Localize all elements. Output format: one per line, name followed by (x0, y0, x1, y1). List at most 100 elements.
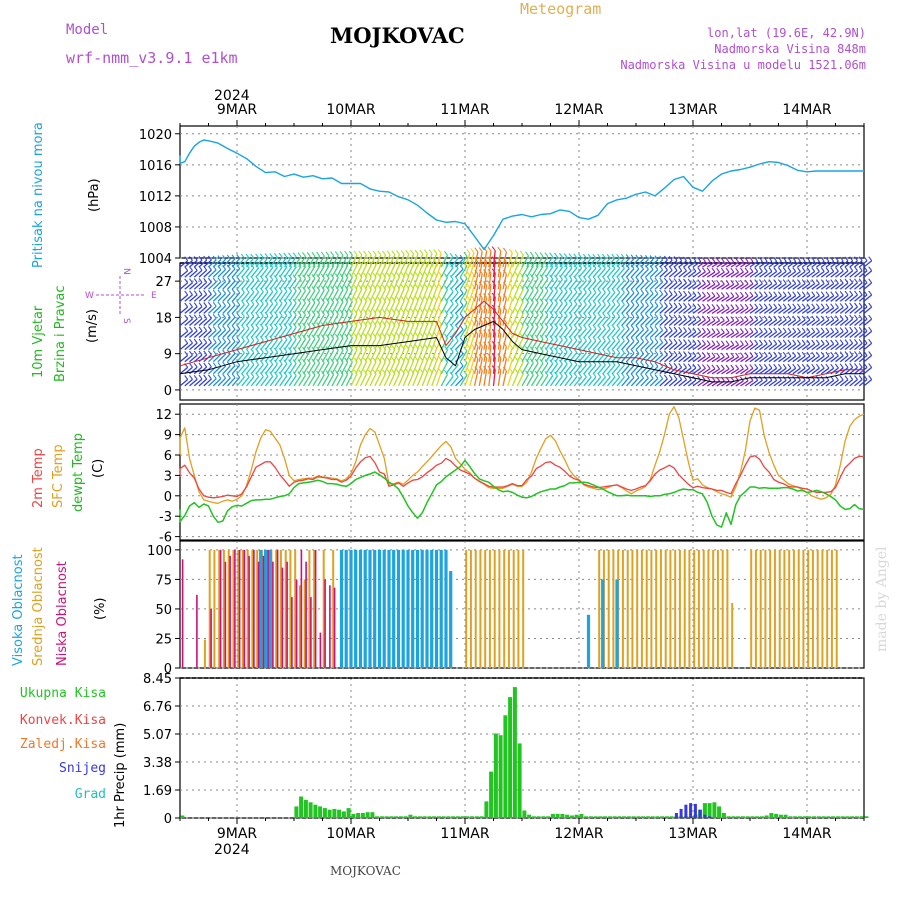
wind-barb (621, 340, 630, 351)
precip-bar (612, 816, 617, 818)
wind-barb (340, 277, 349, 290)
wind-barb (260, 303, 269, 314)
wind-barb-flag (514, 249, 519, 255)
wind-barb-flag (611, 253, 616, 259)
wind-barb-flag (834, 266, 839, 272)
wind-barb-flag (854, 290, 858, 296)
wind-barb (526, 265, 534, 278)
wind-barb (830, 331, 839, 339)
wind-barb (455, 304, 464, 314)
wind-barb (412, 300, 419, 314)
cloud-bar (702, 549, 705, 668)
wind-barb (602, 376, 611, 387)
wind-barb (488, 297, 492, 314)
wind-barb (839, 342, 849, 351)
wind-barb (293, 363, 302, 375)
wind-barb (383, 325, 391, 338)
precip-bar (607, 816, 612, 818)
wind-barb (678, 270, 687, 278)
temperature-ytick-label: 12 (155, 408, 172, 423)
wind-barb (464, 347, 471, 362)
wind-barb (283, 290, 293, 302)
wind-barb (488, 357, 492, 374)
wind-barb-flag (673, 362, 678, 368)
wind-barb-flag (716, 328, 721, 334)
wind-barb (744, 261, 754, 268)
wind-barb-flag (189, 362, 193, 368)
wind-barb (621, 268, 630, 278)
wind-barb-flag (801, 257, 806, 262)
wind-barb (768, 283, 778, 290)
wind-barb-flag (815, 363, 820, 369)
wind-barb (511, 348, 519, 362)
wind-barb (664, 330, 673, 338)
wind-barb (488, 250, 492, 268)
wind-barb (488, 369, 492, 386)
wind-barb (521, 265, 530, 278)
wind-barb (863, 270, 873, 278)
wind-barb (730, 295, 739, 302)
wind-barb (654, 317, 664, 326)
wind-barb-flag (217, 289, 222, 295)
wind-barb-flag (423, 368, 428, 373)
wind-barb-flag (820, 279, 825, 284)
wind-barb (193, 281, 203, 290)
wind-barb (269, 339, 278, 350)
wind-barb (787, 295, 797, 302)
wind-barb (597, 352, 606, 363)
cloud-bar (276, 549, 279, 668)
wind-barb-flag (640, 313, 645, 318)
wind-barb-flag (678, 351, 683, 356)
wind-barb-flag (212, 362, 217, 368)
wind-barb-flag (683, 339, 687, 344)
wind-barb (350, 313, 358, 326)
wind-barb-flag (644, 349, 649, 355)
wind-barb-flag (839, 266, 844, 272)
wind-barb (260, 351, 269, 363)
wind-barb (189, 294, 198, 302)
wind-barb-flag (749, 339, 754, 345)
wind-barb-flag (212, 289, 217, 295)
wind-barb (208, 378, 217, 387)
wind-barb-flag (768, 351, 773, 357)
wind-barb (602, 267, 611, 278)
wind-barb (312, 374, 321, 387)
wind-barb (564, 339, 573, 350)
wind-barb (227, 340, 236, 351)
wind-barb-flag (207, 338, 212, 343)
wind-barb (773, 343, 782, 351)
wind-barb (274, 303, 283, 314)
wind-barb-flag (787, 279, 792, 284)
wind-barb (640, 317, 649, 326)
wind-barb-flag (558, 287, 563, 292)
wind-barb (787, 355, 797, 363)
wind-barb (768, 355, 778, 363)
wind-barb (607, 267, 616, 278)
wind-barb (502, 286, 508, 302)
wind-barb (502, 310, 508, 326)
wind-barb (203, 259, 212, 268)
wind-barb-flag (711, 316, 716, 321)
wind-barb (283, 302, 293, 314)
top-day-label: 12MAR (554, 102, 603, 118)
wind-barb (578, 316, 587, 326)
wind-barb (350, 301, 358, 314)
wind-barb (488, 321, 492, 338)
wind-barb (511, 300, 519, 314)
wind-barb-flag (739, 328, 744, 333)
wind-barb (559, 315, 568, 326)
precip-bar (470, 816, 475, 818)
wind-barb (416, 372, 424, 387)
cloud-bar (636, 549, 639, 668)
wind-barb (559, 351, 568, 363)
wind-barb (374, 313, 382, 326)
wind-barb-flag (763, 315, 768, 321)
wind-barb (792, 355, 801, 363)
wind-barb (502, 251, 508, 268)
wind-barb (540, 290, 549, 302)
wind-barb (521, 301, 530, 314)
wind-barb (307, 326, 316, 338)
wind-barb-flag (459, 361, 464, 367)
wind-barb (459, 277, 468, 290)
